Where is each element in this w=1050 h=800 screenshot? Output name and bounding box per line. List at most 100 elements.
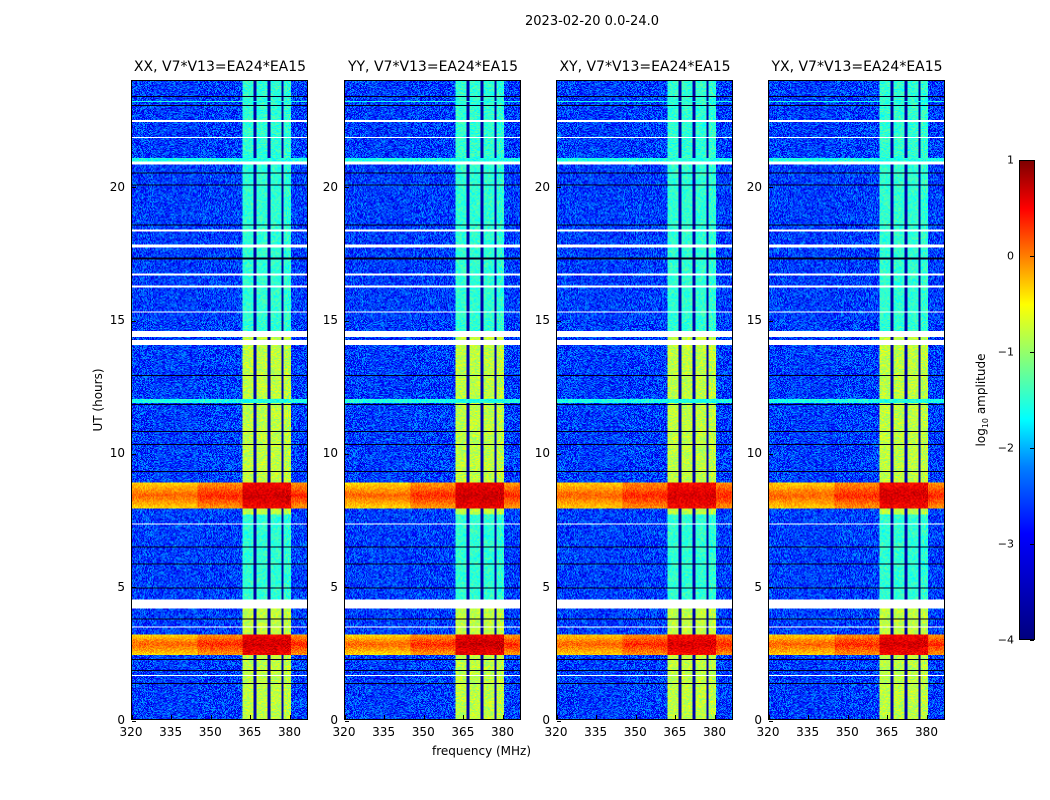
panel-title: XY, V7*V13=EA24*EA15	[559, 59, 731, 75]
x-tick-label: 380	[278, 725, 301, 739]
spectrogram-panel	[131, 80, 308, 722]
suptitle: 2023-02-20 0.0-24.0	[525, 14, 659, 29]
y-tick-label: 10	[322, 446, 338, 461]
y-tick	[769, 453, 773, 455]
y-tick-label: 0	[542, 713, 550, 727]
panel-title: XX, V7*V13=EA24*EA15	[133, 59, 307, 75]
x-tick	[556, 715, 558, 719]
x-tick	[131, 715, 133, 719]
spectrogram-panel	[344, 80, 521, 722]
x-tick-label: 350	[835, 725, 859, 739]
colorbar-tick	[1030, 160, 1034, 161]
y-tick	[132, 320, 136, 322]
spectrogram-heatmap	[769, 81, 944, 719]
colorbar-label-log: log	[973, 428, 988, 447]
x-tick	[596, 715, 598, 719]
x-tick-label: 380	[703, 725, 726, 739]
y-tick	[345, 720, 349, 722]
colorbar-label-rest: amplitude	[973, 353, 988, 418]
x-tick-label: 350	[411, 725, 435, 739]
y-tick	[557, 320, 561, 322]
y-tick	[345, 320, 349, 322]
spectrogram-heatmap	[345, 81, 520, 719]
y-tick-label: 5	[542, 579, 550, 594]
x-tick-label: 365	[875, 725, 899, 739]
y-tick	[557, 587, 561, 589]
y-tick	[132, 587, 136, 589]
y-tick	[769, 587, 773, 589]
colorbar-tick-label: −1	[997, 345, 1014, 359]
panel-title: YX, V7*V13=EA24*EA15	[771, 59, 943, 75]
y-tick	[769, 720, 773, 722]
y-tick	[345, 187, 349, 189]
y-tick-label: 5	[117, 579, 125, 594]
colorbar-tick-label: 0	[1007, 249, 1014, 263]
x-tick-label: 335	[159, 725, 183, 739]
x-tick-label: 320	[756, 725, 780, 739]
colorbar-tick-label: 1	[1007, 153, 1014, 167]
colorbar-tick	[1030, 640, 1034, 641]
colorbar-label-sub: 10	[981, 417, 991, 429]
x-tick	[927, 715, 928, 719]
y-tick-label: 5	[330, 579, 338, 594]
x-axis-label: frequency (MHz)	[432, 744, 532, 758]
x-tick	[768, 715, 770, 719]
x-tick-label: 365	[451, 725, 475, 739]
x-tick	[847, 715, 849, 719]
x-tick	[344, 715, 346, 719]
y-tick-label: 15	[534, 313, 550, 327]
y-tick	[132, 453, 136, 455]
y-tick	[557, 187, 561, 189]
colorbar-tick	[1030, 352, 1034, 353]
x-tick	[171, 715, 173, 719]
x-tick-label: 335	[584, 725, 608, 739]
x-tick-label: 350	[623, 725, 647, 739]
spectrogram-heatmap	[557, 81, 732, 719]
y-tick-label: 20	[746, 179, 762, 194]
x-tick	[290, 715, 291, 719]
colorbar-tick	[1030, 256, 1034, 257]
colorbar-tick	[1030, 448, 1034, 449]
colorbar-tick-label: −2	[997, 441, 1014, 455]
panel-title: YY, V7*V13=EA24*EA15	[347, 59, 519, 75]
x-tick	[463, 715, 465, 719]
y-tick-label: 0	[117, 713, 125, 727]
y-tick	[132, 187, 136, 189]
x-tick	[250, 715, 252, 719]
y-tick-label: 15	[322, 313, 338, 327]
x-tick	[384, 715, 386, 719]
x-tick	[675, 715, 677, 719]
x-tick-label: 320	[332, 725, 356, 739]
y-tick	[769, 320, 773, 322]
colorbar-tick	[1030, 544, 1034, 545]
x-tick-label: 320	[544, 725, 568, 739]
y-tick	[557, 720, 561, 722]
x-tick-label: 335	[372, 725, 396, 739]
y-tick-label: 5	[754, 579, 762, 594]
y-tick	[557, 453, 561, 455]
y-tick-label: 15	[746, 313, 762, 327]
x-tick	[635, 715, 637, 719]
y-tick	[345, 587, 349, 589]
colorbar-tick-label: −3	[997, 537, 1014, 551]
x-tick-label: 365	[663, 725, 687, 739]
spectrogram-panel	[768, 80, 945, 722]
x-tick	[503, 715, 504, 719]
y-tick-label: 0	[754, 713, 762, 727]
y-tick-label: 20	[109, 179, 125, 194]
spectrogram-panel	[556, 80, 733, 722]
y-tick-label: 20	[322, 179, 338, 194]
x-tick-label: 380	[915, 725, 938, 739]
x-tick-label: 320	[119, 725, 143, 739]
x-tick-label: 380	[491, 725, 514, 739]
y-tick-label: 20	[534, 179, 550, 194]
x-tick-label: 365	[238, 725, 262, 739]
x-tick	[210, 715, 212, 719]
y-tick	[345, 453, 349, 455]
y-tick-label: 15	[109, 313, 125, 327]
colorbar	[1019, 160, 1035, 640]
x-tick-label: 335	[796, 725, 820, 739]
y-axis-label: UT (hours)	[91, 368, 105, 432]
x-tick	[423, 715, 425, 719]
y-tick-label: 10	[109, 446, 125, 461]
